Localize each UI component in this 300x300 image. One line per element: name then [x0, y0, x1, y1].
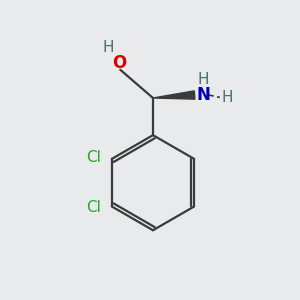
Text: N: N: [196, 86, 210, 104]
Text: H: H: [198, 72, 209, 87]
Text: H: H: [221, 90, 233, 105]
Text: H: H: [103, 40, 114, 55]
Text: O: O: [112, 54, 126, 72]
Polygon shape: [153, 91, 195, 99]
Text: Cl: Cl: [86, 150, 101, 165]
Text: Cl: Cl: [86, 200, 101, 215]
